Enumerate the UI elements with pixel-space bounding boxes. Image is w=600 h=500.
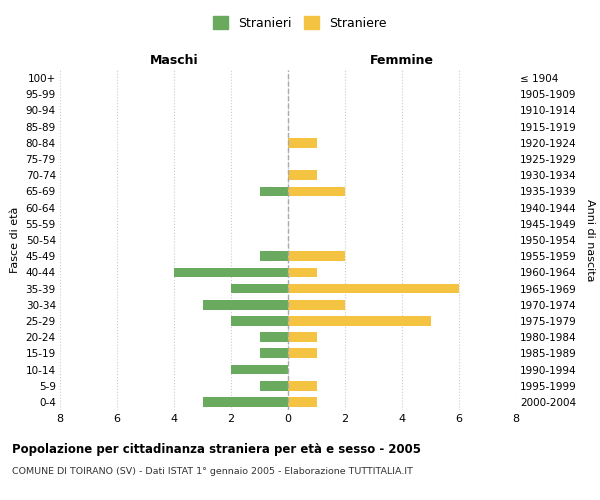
Y-axis label: Fasce di età: Fasce di età [10,207,20,273]
Text: Maschi: Maschi [149,54,199,67]
Y-axis label: Anni di nascita: Anni di nascita [585,198,595,281]
Bar [203,300,288,310]
Bar [288,170,317,180]
Bar [288,397,317,407]
Bar [260,332,288,342]
Bar [288,381,317,390]
Bar [231,364,288,374]
Bar [231,316,288,326]
Bar [288,252,345,261]
Bar [288,138,317,147]
Bar [288,348,317,358]
Bar [231,284,288,294]
Bar [288,284,459,294]
Bar [174,268,288,277]
Bar [288,268,317,277]
Text: Femmine: Femmine [370,54,434,67]
Bar [260,348,288,358]
Text: COMUNE DI TOIRANO (SV) - Dati ISTAT 1° gennaio 2005 - Elaborazione TUTTITALIA.IT: COMUNE DI TOIRANO (SV) - Dati ISTAT 1° g… [12,468,413,476]
Text: Popolazione per cittadinanza straniera per età e sesso - 2005: Popolazione per cittadinanza straniera p… [12,442,421,456]
Bar [288,332,317,342]
Bar [288,186,345,196]
Bar [203,397,288,407]
Bar [260,252,288,261]
Bar [288,316,431,326]
Bar [288,300,345,310]
Legend: Stranieri, Straniere: Stranieri, Straniere [208,11,392,35]
Bar [260,186,288,196]
Bar [260,381,288,390]
